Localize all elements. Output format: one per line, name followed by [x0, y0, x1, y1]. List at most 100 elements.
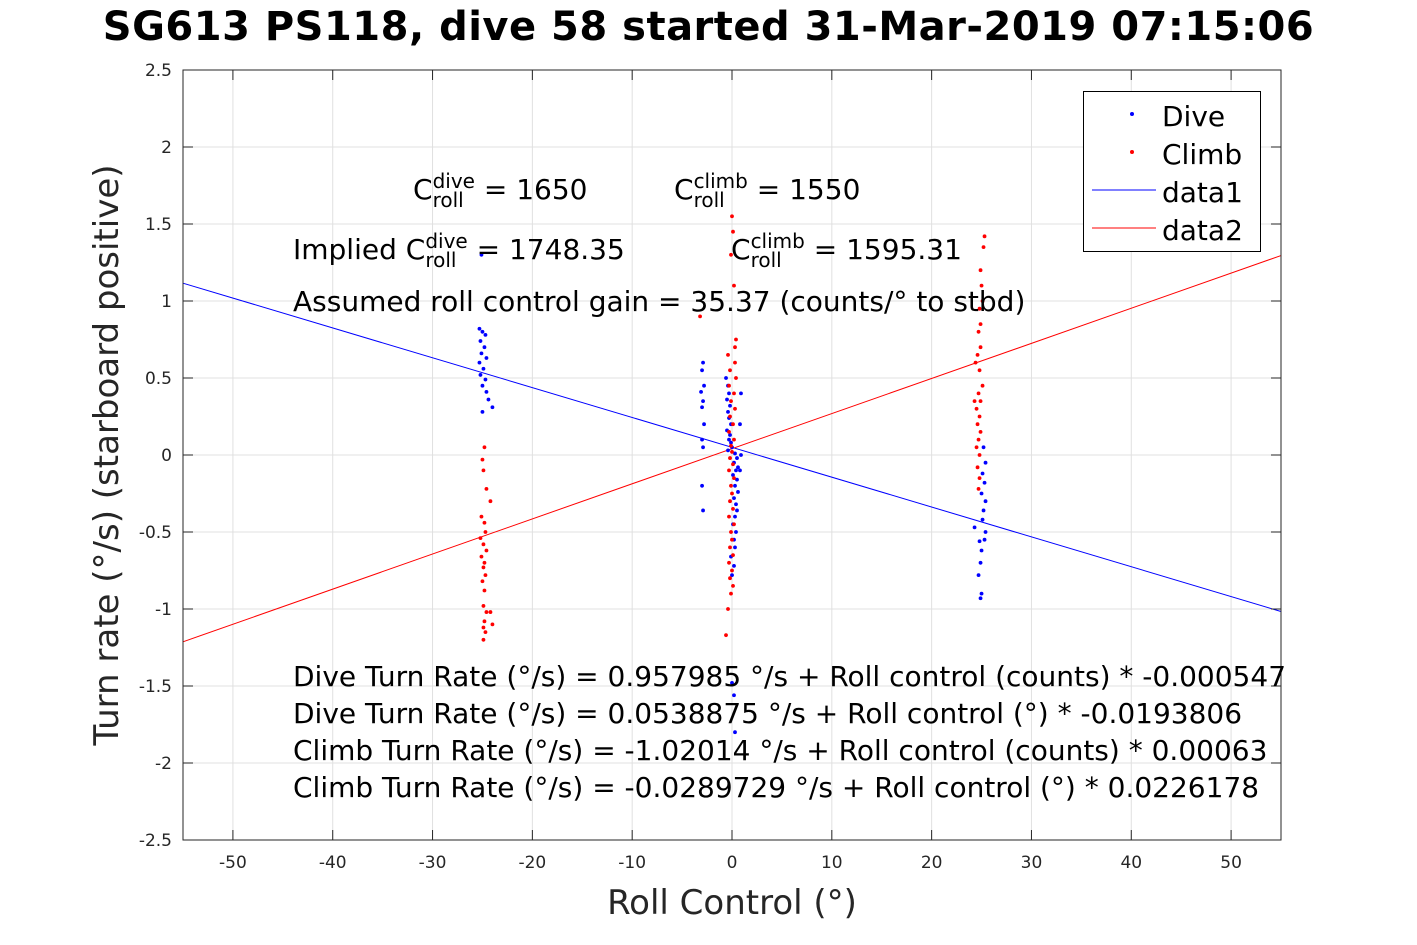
- data-point-climb: [726, 607, 730, 611]
- y-tick-label: 1.5: [145, 215, 172, 235]
- implied-dive-value: = 1748.35: [467, 233, 625, 266]
- data-point-climb: [733, 406, 737, 411]
- data-point-dive: [724, 376, 728, 380]
- plot-area: [182, 214, 1282, 735]
- implied-climb-sup: climb: [750, 229, 805, 253]
- data-point-dive: [733, 730, 737, 735]
- data-point-climb: [729, 443, 733, 448]
- data-point-dive: [735, 477, 739, 482]
- data-point-climb: [698, 314, 702, 319]
- data-point-dive: [700, 368, 704, 373]
- y-tick-label: -0.5: [139, 523, 172, 543]
- data-point-climb: [490, 622, 495, 627]
- data-point-climb: [728, 456, 732, 460]
- data-point-climb: [976, 486, 981, 491]
- data-point-climb: [975, 353, 980, 357]
- data-point-dive: [736, 465, 740, 470]
- data-point-climb: [724, 633, 728, 638]
- data-point-climb: [488, 499, 493, 504]
- data-point-dive: [983, 460, 988, 465]
- data-point-dive: [477, 326, 482, 331]
- data-point-dive: [486, 397, 491, 402]
- data-point-climb: [729, 399, 733, 403]
- data-point-dive: [702, 383, 706, 388]
- data-point-climb: [727, 514, 731, 519]
- implied-climb-symbol: C: [731, 233, 751, 266]
- legend-dive-label: Dive: [1162, 100, 1226, 133]
- data-point-climb: [730, 537, 734, 542]
- equation-climb-degrees: Climb Turn Rate (°/s) = -0.0289729 °/s +…: [293, 771, 1260, 804]
- c-roll-dive-symbol: C: [413, 173, 433, 206]
- data-point-dive: [733, 451, 737, 456]
- legend-data1-line: [1092, 189, 1156, 191]
- data-point-climb: [732, 476, 736, 480]
- data-point-dive: [701, 399, 705, 403]
- x-tick-label: 20: [921, 853, 943, 873]
- data-point-dive: [702, 422, 706, 427]
- data-point-climb: [978, 322, 983, 326]
- data-point-dive: [483, 332, 488, 337]
- data-point-climb: [733, 360, 737, 365]
- data-point-climb: [731, 462, 735, 467]
- y-tick-label: -1.5: [139, 677, 172, 697]
- data-point-dive: [979, 491, 984, 496]
- data-point-climb: [482, 560, 487, 565]
- data-point-dive: [700, 483, 704, 488]
- data-point-climb: [729, 530, 733, 534]
- data-point-climb: [727, 383, 731, 388]
- data-point-climb: [732, 391, 736, 396]
- data-point-dive: [728, 433, 732, 437]
- chart-title: SG613 PS118, dive 58 started 31-Mar-2019…: [102, 4, 1315, 50]
- data-point-dive: [733, 483, 737, 488]
- data-point-climb: [726, 353, 730, 357]
- data-point-dive: [726, 448, 730, 453]
- data-point-dive: [701, 508, 705, 513]
- data-point-dive: [484, 356, 489, 360]
- x-axis-label: Roll Control (°): [607, 883, 857, 923]
- data-point-dive: [982, 480, 987, 485]
- data-point-dive: [978, 596, 983, 601]
- data-point-dive: [480, 409, 485, 414]
- data-point-climb: [727, 430, 731, 434]
- data-point-dive: [980, 471, 985, 476]
- data-point-climb: [728, 414, 732, 419]
- legend-item-dive: Dive: [1084, 94, 1260, 133]
- data-point-climb: [484, 486, 489, 491]
- gain-annotation: Assumed roll control gain = 35.37 (count…: [293, 285, 1026, 318]
- axes-frame: [182, 69, 1282, 841]
- c-roll-climb-sub: roll: [693, 188, 725, 212]
- x-tick-label: 0: [727, 853, 738, 873]
- data-point-climb: [732, 522, 736, 527]
- data-point-dive: [733, 514, 737, 519]
- data-point-climb: [482, 619, 487, 624]
- data-point-climb: [731, 584, 735, 588]
- data-point-climb: [975, 422, 980, 427]
- data-point-climb: [976, 437, 981, 442]
- x-tick-label: 50: [1220, 853, 1242, 873]
- data-point-climb: [729, 591, 733, 596]
- data-point-climb: [732, 437, 736, 442]
- data-point-climb: [733, 345, 737, 350]
- data-point-dive: [732, 693, 736, 698]
- data-point-dive: [733, 545, 737, 550]
- data-point-climb: [731, 553, 735, 557]
- y-tick-label: -1: [155, 600, 172, 620]
- y-axis-label: Turn rate (°/s) (starboard positive): [87, 164, 127, 746]
- data-point-dive: [699, 389, 703, 394]
- data-point-climb: [978, 345, 983, 350]
- data-point-dive: [478, 373, 483, 377]
- y-tick-label: 2: [161, 138, 172, 158]
- data-point-climb: [729, 483, 733, 488]
- data-point-dive: [480, 329, 485, 334]
- data-point-climb: [483, 530, 488, 534]
- legend-item-climb: Climb: [1084, 132, 1260, 171]
- data-point-dive: [976, 573, 981, 578]
- data-point-climb: [479, 514, 484, 519]
- data-point-climb: [482, 588, 487, 593]
- data-point-climb: [481, 542, 486, 547]
- data-point-dive: [972, 525, 977, 530]
- data-point-dive: [980, 517, 985, 522]
- data-point-climb: [480, 579, 485, 584]
- data-point-dive: [479, 351, 484, 356]
